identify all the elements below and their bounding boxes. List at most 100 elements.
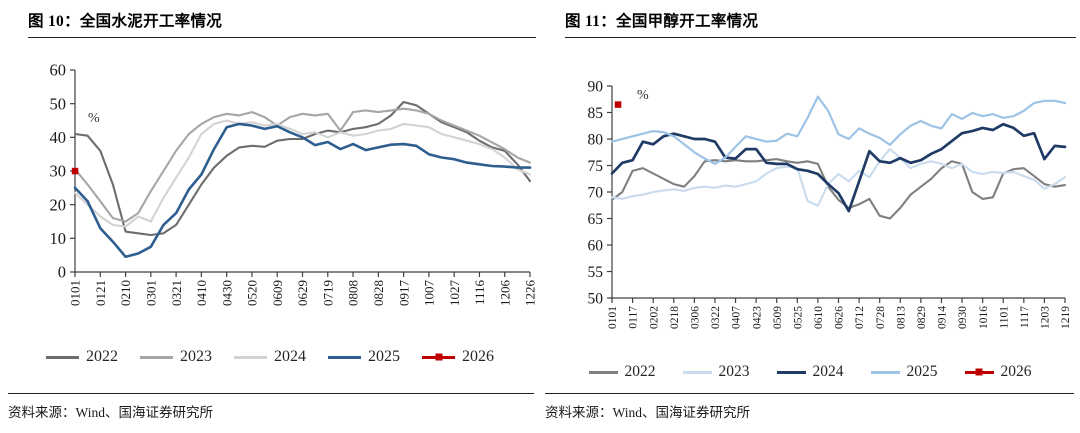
- x-tick-label: 1203: [1040, 306, 1052, 329]
- figure-10-title: 图 10：全国水泥开工率情况: [28, 13, 223, 30]
- y-tick-label: 85: [588, 105, 604, 122]
- figure-11-panel: 图 11：全国甲醇开工率情况 50 55 60 65 70 75 80 85 90 0101 011…: [540, 0, 1080, 433]
- figure-10-panel: 图 10：全国水泥开工率情况 0 10 20 30 40 50 60 0101 0121 0210…: [0, 9, 540, 420]
- x-tick-label: 0719: [320, 280, 335, 306]
- legend-item-2023: 2023: [140, 348, 212, 366]
- legend-item-2025: 2025: [328, 348, 400, 366]
- legend-item-2022: 2022: [588, 363, 656, 381]
- x-tick-label: 0914: [937, 306, 949, 329]
- x-tick-label: 0626: [834, 306, 846, 329]
- figure-11-legend: 2022 2023 2024 2025 2026: [540, 363, 1080, 381]
- x-tick-label: 0202: [648, 306, 660, 329]
- unit-label: %: [637, 88, 649, 103]
- legend-swatch-2026: [964, 368, 994, 376]
- x-tick-label: 0509: [772, 306, 784, 329]
- x-tick-label: 0410: [194, 280, 209, 306]
- x-tick-label: 0712: [854, 306, 866, 329]
- x-tick-label: 0808: [346, 280, 361, 306]
- y-tick-label: 80: [588, 131, 604, 148]
- x-tick-label: 0525: [792, 306, 804, 329]
- figure-11-title: 图 11：全国甲醇开工率情况: [565, 13, 759, 30]
- legend-item-2026: 2026: [422, 348, 494, 366]
- legend-label: 2025: [368, 348, 400, 365]
- legend-item-2025: 2025: [870, 363, 938, 381]
- legend-swatch-2022: [46, 355, 79, 359]
- x-tick-label: 1219: [1060, 306, 1072, 329]
- x-tick-label: 0218: [669, 306, 681, 329]
- x-tick-label: 1226: [523, 280, 538, 307]
- legend-swatch-2023: [140, 355, 173, 359]
- figure-10-legend: 2022 2023 2024 2025 2026: [0, 348, 540, 366]
- x-tick-label: 0423: [751, 306, 763, 329]
- figure-10-title-row: 图 10：全国水泥开工率情况: [28, 9, 536, 38]
- legend-square-marker: [975, 368, 983, 376]
- methanol-operating-rate-chart: 50 55 60 65 70 75 80 85 90 0101 0117 0202 0218 0306 03…: [588, 78, 1073, 329]
- legend-item-2023: 2023: [682, 363, 750, 381]
- legend-swatch-2025: [870, 370, 900, 374]
- series-2025-line: [73, 122, 532, 259]
- legend-item-2024: 2024: [776, 363, 844, 381]
- legend-swatch-2023: [682, 370, 712, 374]
- x-tick-label: 0813: [895, 306, 907, 329]
- x-tick-label: 0321: [169, 280, 184, 306]
- legend-label: 2026: [1000, 363, 1032, 380]
- legend-label: 2023: [180, 348, 212, 365]
- x-tick-label: 0306: [690, 306, 702, 329]
- legend-label: 2025: [906, 363, 938, 380]
- figure-11-source: 资料来源：Wind、国海证券研究所: [545, 393, 1074, 421]
- legend-swatch-2022: [588, 370, 618, 374]
- legend-square-marker: [435, 353, 442, 361]
- legend-item-2024: 2024: [234, 348, 306, 366]
- x-tick-label: 0430: [219, 280, 234, 306]
- figure-11-title-row: 图 11：全国甲醇开工率情况: [565, 9, 1076, 38]
- x-tick-label: 0117: [628, 306, 640, 329]
- series-2024-line: [73, 119, 532, 228]
- legend-swatch-2024: [776, 370, 806, 374]
- y-tick-label: 60: [588, 237, 604, 254]
- legend-label: 2026: [462, 348, 494, 365]
- series-2023-line: [73, 107, 532, 223]
- x-tick-label: 1027: [447, 280, 462, 307]
- legend-item-2022: 2022: [46, 348, 118, 366]
- legend-item-2026: 2026: [964, 363, 1032, 381]
- x-tick-label: 1117: [1019, 306, 1031, 328]
- x-tick-label: 1116: [472, 280, 487, 306]
- legend-label: 2023: [718, 363, 750, 380]
- x-tick-label: 0520: [245, 280, 260, 306]
- y-tick-label: 10: [50, 229, 67, 248]
- x-tick-label: 0930: [957, 306, 969, 329]
- y-tick-label: 50: [50, 94, 67, 113]
- y-tick-label: 90: [588, 78, 604, 95]
- series-2026-marker: [71, 167, 79, 175]
- x-tick-label: 0322: [710, 306, 722, 329]
- x-tick-label: 0728: [875, 306, 887, 329]
- x-tick-label: 0121: [93, 280, 108, 306]
- x-tick-label: 0301: [144, 280, 159, 306]
- y-tick-label: 40: [50, 128, 67, 147]
- legend-swatch-2024: [234, 355, 267, 359]
- x-tick-label: 1016: [978, 306, 990, 329]
- y-tick-label: 55: [588, 264, 604, 281]
- x-tick-label: 0407: [731, 306, 743, 329]
- series-2026-marker: [614, 101, 622, 108]
- y-tick-label: 20: [50, 195, 67, 214]
- series-2024-line: [610, 122, 1067, 213]
- legend-label: 2024: [812, 363, 844, 380]
- x-tick-label: 0610: [813, 306, 825, 329]
- legend-swatch-2026: [422, 353, 455, 361]
- y-tick-label: 75: [588, 158, 604, 175]
- legend-label: 2024: [274, 348, 306, 365]
- x-tick-label: 1206: [497, 280, 512, 307]
- x-tick-label: 0829: [916, 306, 928, 329]
- y-tick-label: 70: [588, 184, 604, 201]
- series-2025-line: [610, 95, 1067, 166]
- legend-label: 2022: [86, 348, 118, 365]
- x-tick-label: 1101: [998, 306, 1010, 329]
- series-2022-line: [610, 158, 1067, 220]
- x-tick-label: 0101: [68, 280, 83, 306]
- x-tick-label: 0917: [396, 280, 411, 307]
- legend-label: 2022: [624, 363, 656, 380]
- y-tick-label: 60: [50, 61, 67, 80]
- series-2023-line: [610, 148, 1067, 207]
